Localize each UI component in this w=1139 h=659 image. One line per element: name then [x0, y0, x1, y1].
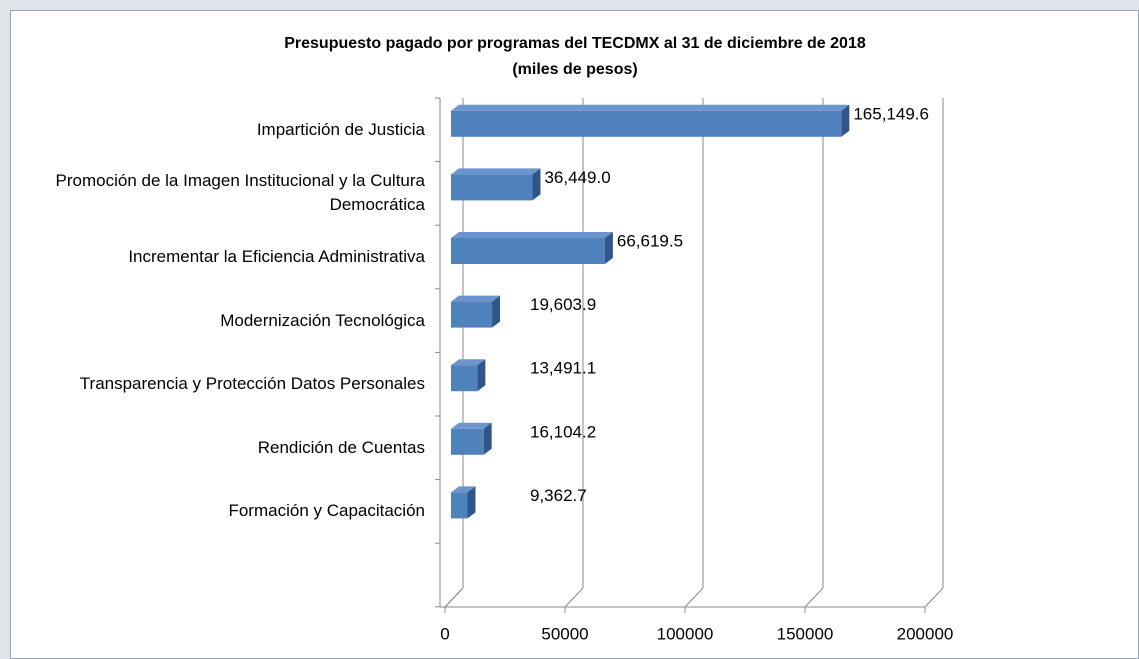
grid-floor	[684, 587, 704, 608]
category-label: Promoción de la Imagen Institucional y l…	[55, 171, 425, 215]
bar-side	[492, 295, 501, 328]
value-label: 165,149.6	[853, 104, 929, 123]
bar-side	[841, 104, 850, 137]
value-label: 19,603.9	[530, 295, 596, 314]
value-label: 13,491.1	[530, 359, 596, 378]
bar-side	[483, 422, 492, 455]
grid-floor	[804, 587, 824, 608]
grid-floor	[444, 587, 464, 608]
value-label: 36,449.0	[544, 168, 610, 187]
category-label: Modernización Tecnológica	[220, 310, 425, 330]
grid-floor	[564, 587, 584, 608]
bar	[451, 428, 484, 455]
bar	[451, 365, 478, 392]
bar-top	[451, 104, 850, 111]
value-label: 16,104.2	[530, 422, 596, 441]
chart-subtitle: (miles de pesos)	[512, 61, 637, 78]
bar-top	[451, 359, 486, 366]
bar	[451, 301, 493, 328]
bar-side	[532, 168, 541, 201]
category-label: Impartición de Justicia	[256, 119, 425, 139]
bar-top	[451, 168, 541, 175]
bar	[451, 110, 842, 137]
x-tick-label: 150000	[777, 624, 834, 643]
bar	[451, 492, 468, 519]
bar-top	[451, 232, 613, 238]
value-label: 66,619.5	[617, 231, 683, 250]
bar-side	[477, 359, 486, 392]
chart-title: Presupuesto pagado por programas del TEC…	[284, 35, 866, 52]
bar-side	[604, 232, 613, 264]
bar-top	[451, 295, 501, 302]
bar-top	[451, 486, 476, 493]
x-tick-label: 50000	[541, 624, 588, 643]
bar	[451, 238, 605, 264]
bar-side	[467, 486, 476, 519]
category-label: Formación y Capacitación	[228, 501, 425, 521]
x-tick-label: 0	[440, 624, 449, 643]
x-tick-label: 200000	[897, 624, 954, 643]
x-tick-label: 100000	[657, 624, 714, 643]
grid-floor	[924, 587, 944, 608]
category-label: Incrementar la Eficiencia Administrativa	[128, 247, 425, 266]
category-label: Transparencia y Protección Datos Persona…	[79, 374, 425, 394]
category-label: Rendición de Cuentas	[257, 437, 425, 457]
value-label: 9,362.7	[530, 486, 587, 505]
bar	[451, 174, 533, 201]
bar-top	[451, 422, 492, 429]
